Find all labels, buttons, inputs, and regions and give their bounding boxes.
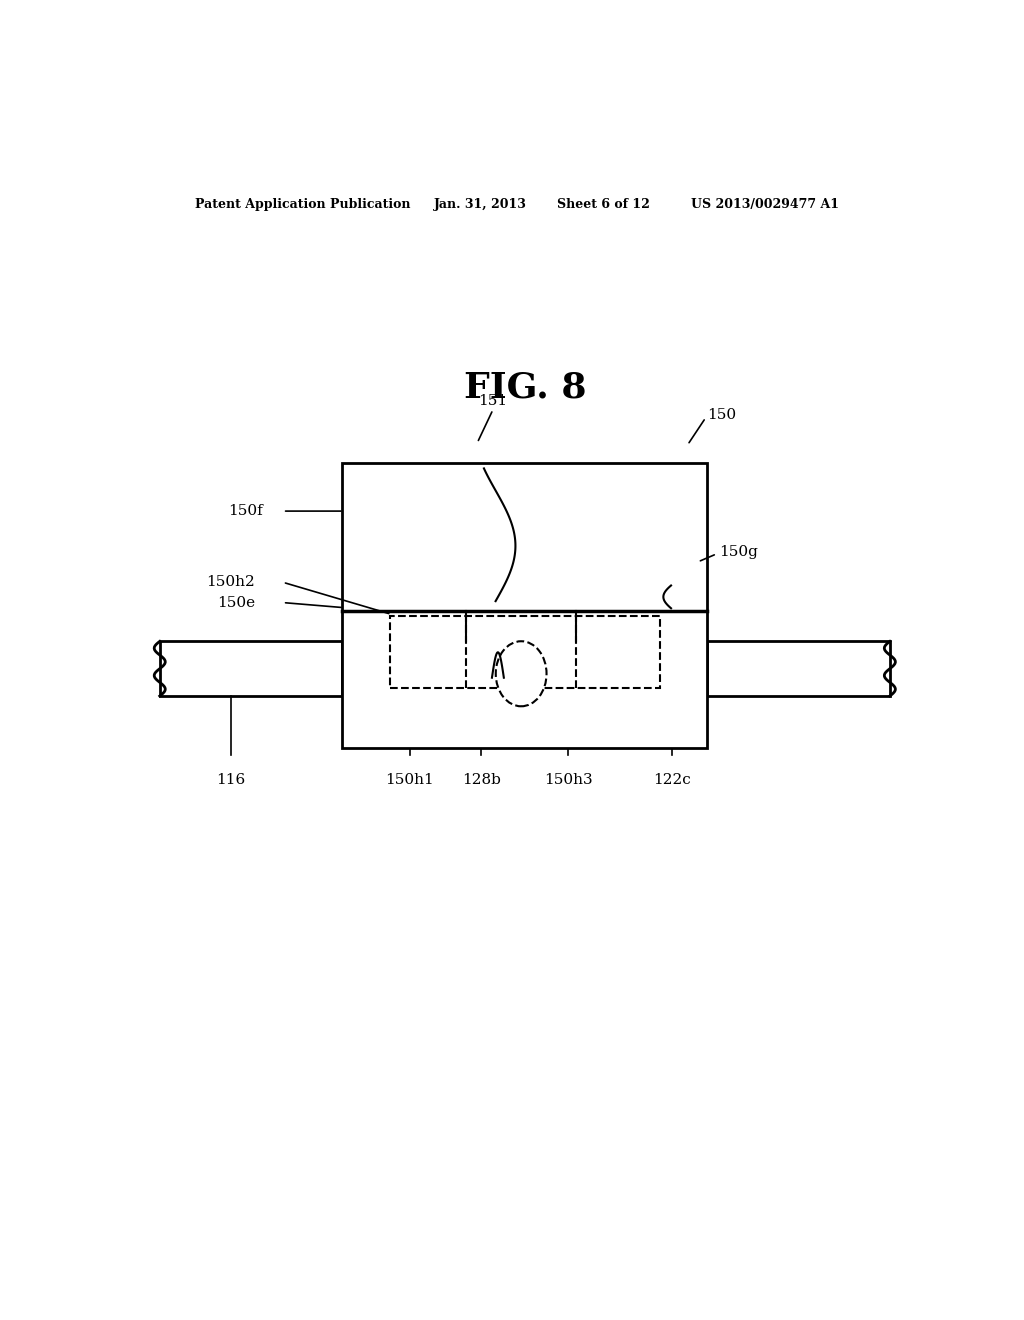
Text: 116: 116	[216, 774, 246, 787]
Text: 150h1: 150h1	[385, 774, 434, 787]
Text: FIG. 8: FIG. 8	[464, 370, 586, 404]
Text: 150h2: 150h2	[206, 576, 255, 589]
Text: 150: 150	[708, 408, 736, 421]
Bar	[390, 616, 659, 688]
Text: 150g: 150g	[719, 545, 758, 558]
Text: 150e: 150e	[217, 595, 255, 610]
Text: US 2013/0029477 A1: US 2013/0029477 A1	[691, 198, 840, 211]
Text: 151: 151	[478, 395, 508, 408]
Text: 128b: 128b	[462, 774, 501, 787]
Text: Jan. 31, 2013: Jan. 31, 2013	[433, 198, 526, 211]
Bar	[708, 642, 890, 696]
Circle shape	[496, 642, 547, 706]
Text: 150h3: 150h3	[544, 774, 593, 787]
Text: 150f: 150f	[228, 504, 263, 517]
Bar	[160, 642, 342, 696]
Text: Patent Application Publication: Patent Application Publication	[196, 198, 411, 211]
Text: 122c: 122c	[652, 774, 690, 787]
Text: Sheet 6 of 12: Sheet 6 of 12	[557, 198, 649, 211]
Bar	[342, 463, 708, 748]
